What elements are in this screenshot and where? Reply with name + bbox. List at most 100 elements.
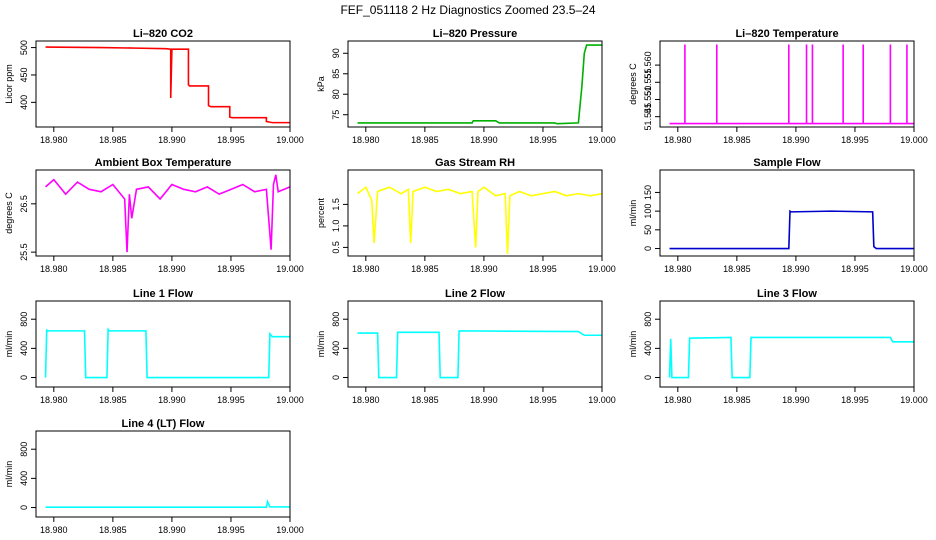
x-tick-label-licor-temp-0: 18.980 bbox=[664, 135, 692, 145]
y-tick-label-line4-flow-0: 0 bbox=[19, 505, 29, 510]
plot-frame-line3-flow bbox=[659, 300, 915, 388]
series-line-rh-0 bbox=[357, 185, 602, 254]
series-line-co2-0 bbox=[45, 46, 290, 124]
x-tick-label-line4-flow-3: 18.995 bbox=[217, 525, 245, 535]
y-axis-label-rh: percent bbox=[316, 197, 326, 228]
series-line-pressure-0 bbox=[357, 44, 602, 125]
x-tick-label-line4-flow-0: 18.980 bbox=[40, 525, 68, 535]
panel-pressure: Li–820 Pressure 18.980 18.985 18.990 18.995 1… bbox=[316, 28, 616, 145]
y-tick-label-line1-flow-2: 800 bbox=[19, 312, 29, 327]
x-tick-label-pressure-1: 18.985 bbox=[411, 135, 439, 145]
panels-container: Li–820 CO2 18.980 18.985 18.990 18.995 19.000… bbox=[4, 28, 928, 535]
panel-licor-temp: Li–820 Temperature 18.980 18.985 18.990 18.9… bbox=[628, 28, 928, 145]
y-tick-label-line2-flow-2: 800 bbox=[331, 312, 341, 327]
x-tick-label-sample-flow-1: 18.985 bbox=[723, 264, 751, 274]
x-tick-label-rh-4: 19.000 bbox=[588, 264, 616, 274]
x-tick-label-licor-temp-1: 18.985 bbox=[723, 135, 751, 145]
plot-frame-ambient-temp bbox=[35, 169, 291, 257]
y-tick-label-ambient-temp-0: 25.5 bbox=[19, 243, 29, 261]
x-tick-label-line4-flow-1: 18.985 bbox=[99, 525, 127, 535]
x-tick-label-line2-flow-4: 19.000 bbox=[588, 395, 616, 405]
plot-frame-line1-flow bbox=[35, 300, 291, 388]
plot-frame-licor-temp bbox=[659, 40, 915, 128]
plot-frame-sample-flow bbox=[659, 169, 915, 257]
plot-frame-rh bbox=[347, 169, 603, 257]
panel-line4-flow: Line 4 (LT) Flow 18.980 18.985 18.990 18.995… bbox=[4, 418, 304, 535]
panel-title-ambient-temp: Ambient Box Temperature bbox=[95, 157, 232, 169]
x-tick-label-line3-flow-1: 18.985 bbox=[723, 395, 751, 405]
x-tick-label-pressure-4: 19.000 bbox=[588, 135, 616, 145]
y-tick-label-line3-flow-0: 0 bbox=[643, 375, 653, 380]
y-tick-label-line2-flow-0: 0 bbox=[331, 375, 341, 380]
series-line-line3-flow-0 bbox=[668, 336, 914, 379]
x-tick-label-line3-flow-3: 18.995 bbox=[841, 395, 869, 405]
y-axis-label-line1-flow: ml/min bbox=[4, 331, 14, 358]
x-tick-label-pressure-2: 18.990 bbox=[470, 135, 498, 145]
y-tick-label-ambient-temp-1: 26.5 bbox=[19, 195, 29, 213]
x-tick-label-line1-flow-0: 18.980 bbox=[40, 395, 68, 405]
series-line-line2-flow-0 bbox=[357, 330, 602, 379]
x-tick-label-co2-2: 18.990 bbox=[158, 135, 186, 145]
x-tick-label-rh-1: 18.985 bbox=[411, 264, 439, 274]
y-tick-label-line3-flow-2: 800 bbox=[643, 312, 653, 327]
x-tick-label-rh-3: 18.995 bbox=[529, 264, 557, 274]
panel-title-co2: Li–820 CO2 bbox=[133, 28, 193, 40]
x-tick-label-line1-flow-1: 18.985 bbox=[99, 395, 127, 405]
panel-title-sample-flow: Sample Flow bbox=[753, 157, 821, 169]
y-axis-label-sample-flow: ml/min bbox=[628, 200, 638, 227]
y-tick-label-pressure-0: 75 bbox=[331, 110, 341, 120]
y-tick-label-rh-2: 1.5 bbox=[331, 198, 341, 211]
x-tick-label-sample-flow-3: 18.995 bbox=[841, 264, 869, 274]
panel-line3-flow: Line 3 Flow 18.980 18.985 18.990 18.995 19.00… bbox=[628, 288, 928, 405]
y-axis-label-ambient-temp: degrees C bbox=[4, 192, 14, 234]
plot-frame-pressure bbox=[347, 40, 603, 128]
x-tick-label-line1-flow-4: 19.000 bbox=[276, 395, 304, 405]
series-line-line4-flow-0 bbox=[45, 499, 290, 508]
plot-frame-co2 bbox=[35, 40, 291, 128]
panel-co2: Li–820 CO2 18.980 18.985 18.990 18.995 19.000… bbox=[4, 28, 304, 145]
y-tick-label-co2-1: 450 bbox=[19, 67, 29, 82]
series-line-ambient-temp-0 bbox=[45, 174, 290, 253]
y-tick-label-line4-flow-1: 400 bbox=[19, 471, 29, 486]
panel-title-line4-flow: Line 4 (LT) Flow bbox=[122, 418, 205, 430]
y-tick-label-licor-temp-3: 51.560 bbox=[643, 51, 653, 79]
y-tick-label-line4-flow-2: 800 bbox=[19, 442, 29, 457]
x-tick-label-line4-flow-4: 19.000 bbox=[276, 525, 304, 535]
x-tick-label-co2-1: 18.985 bbox=[99, 135, 127, 145]
plot-frame-line2-flow bbox=[347, 300, 603, 388]
x-tick-label-line3-flow-2: 18.990 bbox=[782, 395, 810, 405]
x-tick-label-ambient-temp-4: 19.000 bbox=[276, 264, 304, 274]
series-line-line1-flow-0 bbox=[44, 327, 290, 379]
x-tick-label-co2-3: 18.995 bbox=[217, 135, 245, 145]
x-tick-label-rh-2: 18.990 bbox=[470, 264, 498, 274]
panel-sample-flow: Sample Flow 18.980 18.985 18.990 18.995 19.00… bbox=[628, 157, 928, 274]
x-tick-label-rh-0: 18.980 bbox=[352, 264, 380, 274]
y-axis-label-pressure: kPa bbox=[316, 76, 326, 92]
y-tick-label-co2-2: 500 bbox=[19, 40, 29, 55]
y-axis-label-licor-temp: degrees C bbox=[628, 63, 638, 105]
y-tick-label-pressure-1: 80 bbox=[331, 89, 341, 99]
y-tick-label-rh-1: 1.0 bbox=[331, 220, 341, 233]
x-tick-label-line1-flow-2: 18.990 bbox=[158, 395, 186, 405]
panel-line2-flow: Line 2 Flow 18.980 18.985 18.990 18.995 19.00… bbox=[316, 288, 616, 405]
y-tick-label-pressure-3: 90 bbox=[331, 48, 341, 58]
y-tick-label-line1-flow-1: 400 bbox=[19, 341, 29, 356]
panel-title-line1-flow: Line 1 Flow bbox=[133, 288, 193, 300]
plot-frame-line4-flow bbox=[35, 430, 291, 518]
y-tick-label-sample-flow-2: 100 bbox=[643, 204, 653, 219]
x-tick-label-line1-flow-3: 18.995 bbox=[217, 395, 245, 405]
y-tick-label-line2-flow-1: 400 bbox=[331, 341, 341, 356]
x-tick-label-licor-temp-4: 19.000 bbox=[900, 135, 928, 145]
x-tick-label-pressure-3: 18.995 bbox=[529, 135, 557, 145]
x-tick-label-sample-flow-4: 19.000 bbox=[900, 264, 928, 274]
y-tick-label-licor-temp-2: 51.555 bbox=[643, 69, 653, 97]
y-tick-label-licor-temp-0: 51.545 bbox=[643, 103, 653, 131]
x-tick-label-ambient-temp-0: 18.980 bbox=[40, 264, 68, 274]
y-tick-label-sample-flow-0: 0 bbox=[643, 246, 653, 251]
y-tick-label-rh-0: 0.5 bbox=[331, 241, 341, 254]
y-tick-label-sample-flow-3: 150 bbox=[643, 185, 653, 200]
x-tick-label-ambient-temp-1: 18.985 bbox=[99, 264, 127, 274]
x-tick-label-line3-flow-0: 18.980 bbox=[664, 395, 692, 405]
panel-title-line2-flow: Line 2 Flow bbox=[445, 288, 505, 300]
